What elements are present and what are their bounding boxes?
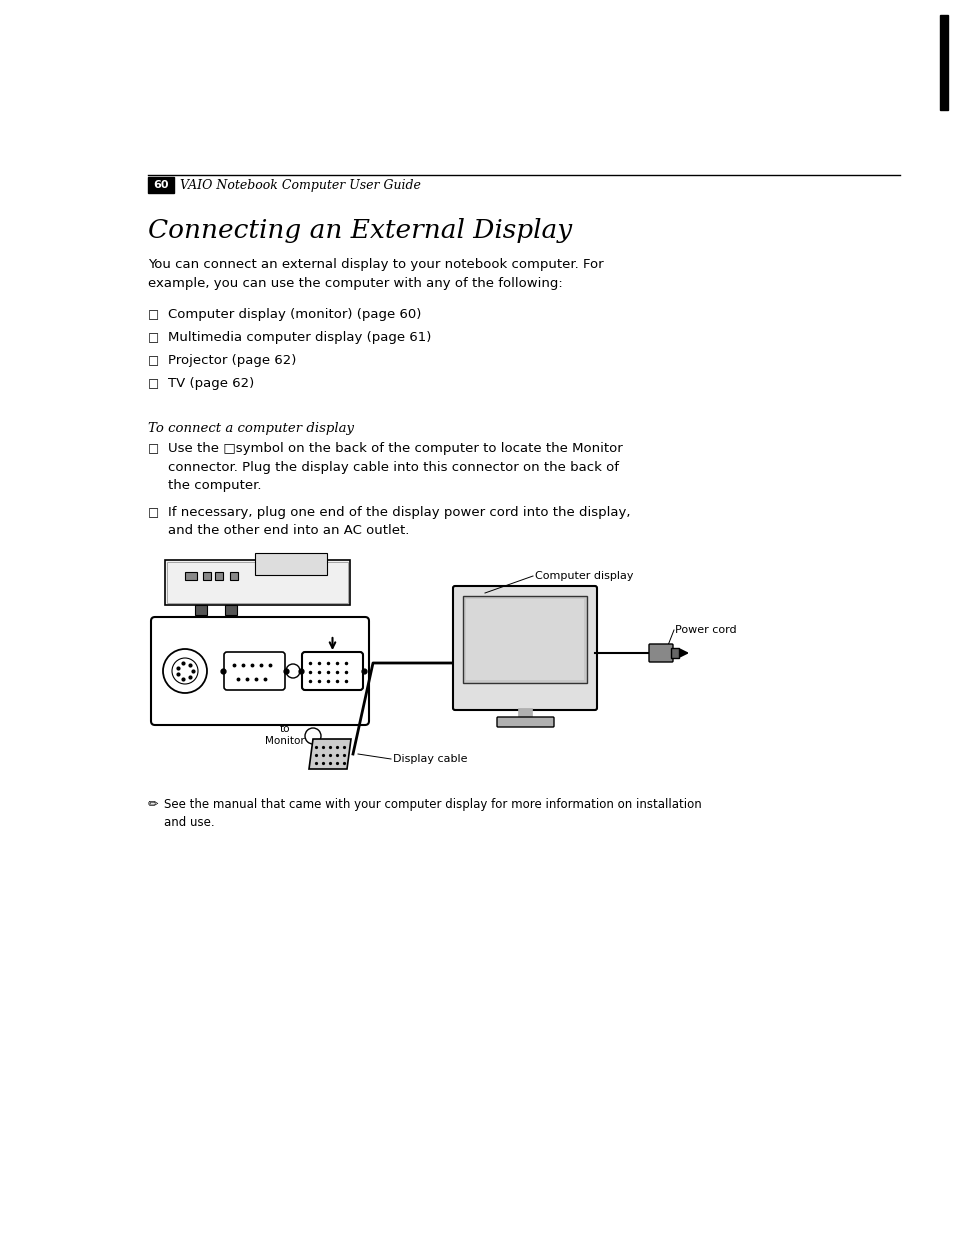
Text: Use the □symbol on the back of the computer to locate the Monitor
connector. Plu: Use the □symbol on the back of the compu… bbox=[168, 441, 622, 492]
Text: □: □ bbox=[148, 441, 159, 455]
Text: See the manual that came with your computer display for more information on inst: See the manual that came with your compu… bbox=[164, 798, 701, 829]
FancyBboxPatch shape bbox=[151, 616, 369, 725]
Text: □: □ bbox=[148, 506, 159, 519]
Text: □: □ bbox=[148, 354, 159, 367]
FancyBboxPatch shape bbox=[497, 718, 554, 727]
Text: □: □ bbox=[148, 377, 159, 390]
Text: ✏: ✏ bbox=[148, 798, 158, 811]
Text: Computer display (monitor) (page 60): Computer display (monitor) (page 60) bbox=[168, 308, 421, 321]
Text: □: □ bbox=[148, 330, 159, 344]
Text: Computer display: Computer display bbox=[535, 571, 633, 581]
Text: Multimedia computer display (page 61): Multimedia computer display (page 61) bbox=[168, 330, 431, 344]
Bar bbox=[465, 599, 583, 681]
Polygon shape bbox=[309, 739, 351, 769]
Text: to
Monitor: to Monitor bbox=[265, 724, 305, 746]
Bar bbox=[148, 178, 173, 194]
FancyBboxPatch shape bbox=[302, 652, 363, 690]
Text: Display cable: Display cable bbox=[393, 755, 467, 764]
FancyBboxPatch shape bbox=[224, 652, 285, 690]
Bar bbox=[225, 605, 236, 615]
Text: To connect a computer display: To connect a computer display bbox=[148, 422, 354, 435]
Text: Projector (page 62): Projector (page 62) bbox=[168, 354, 296, 367]
FancyBboxPatch shape bbox=[165, 560, 350, 605]
Bar bbox=[185, 572, 196, 580]
FancyBboxPatch shape bbox=[453, 586, 597, 710]
Text: 60: 60 bbox=[153, 180, 169, 190]
Bar bbox=[939, 15, 947, 110]
Text: □: □ bbox=[148, 308, 159, 321]
Bar bbox=[214, 572, 223, 580]
Bar bbox=[230, 572, 237, 580]
Bar bbox=[203, 572, 211, 580]
Bar bbox=[670, 649, 679, 658]
Bar bbox=[254, 552, 327, 575]
Text: You can connect an external display to your notebook computer. For
example, you : You can connect an external display to y… bbox=[148, 258, 603, 290]
Text: TV (page 62): TV (page 62) bbox=[168, 377, 254, 390]
Text: Power cord: Power cord bbox=[675, 625, 736, 635]
Bar bbox=[462, 596, 586, 683]
Bar bbox=[517, 708, 532, 723]
Text: If necessary, plug one end of the display power cord into the display,
and the o: If necessary, plug one end of the displa… bbox=[168, 506, 630, 538]
FancyBboxPatch shape bbox=[648, 644, 672, 662]
Bar bbox=[194, 605, 207, 615]
Text: Connecting an External Display: Connecting an External Display bbox=[148, 218, 572, 243]
Text: VAIO Notebook Computer User Guide: VAIO Notebook Computer User Guide bbox=[180, 179, 420, 191]
